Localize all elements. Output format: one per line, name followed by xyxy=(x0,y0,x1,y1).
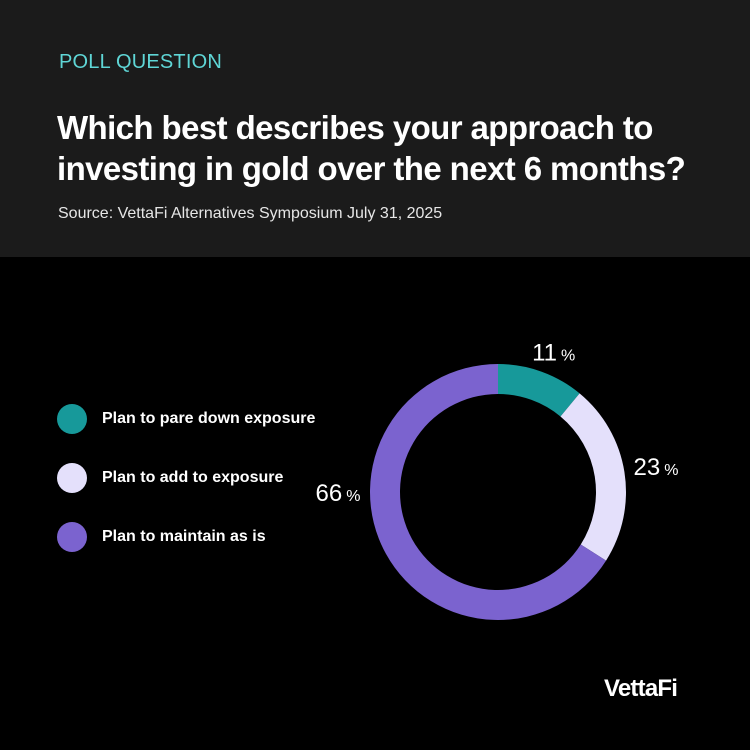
label-pare-down: 11% xyxy=(532,340,575,367)
chart-legend: Plan to pare down exposure Plan to add t… xyxy=(57,403,315,580)
page-title: Which best describes your approach to in… xyxy=(57,109,686,187)
donut-chart: 11 % 23 % 66% xyxy=(316,340,679,620)
legend-item-add: Plan to add to exposure xyxy=(57,462,315,494)
slice-add xyxy=(560,393,626,561)
header-panel: POLL QUESTION Which best describes your … xyxy=(0,0,750,257)
label-add: 23% xyxy=(634,454,679,481)
source-note: Source: VettaFi Alternatives Symposium J… xyxy=(58,205,443,222)
legend-item-maintain: Plan to maintain as is xyxy=(57,521,315,553)
legend-label: Plan to pare down exposure xyxy=(102,410,316,427)
legend-swatch xyxy=(57,463,87,493)
legend-swatch xyxy=(57,522,87,552)
legend-label: Plan to maintain as is xyxy=(102,528,266,545)
label-maintain: 66% xyxy=(316,480,361,507)
legend-label: Plan to add to exposure xyxy=(102,469,284,486)
legend-item-pare-down: Plan to pare down exposure xyxy=(57,403,315,435)
slice-pare-down xyxy=(498,364,580,417)
poll-kicker: POLL QUESTION xyxy=(59,51,223,73)
legend-swatch xyxy=(57,404,87,434)
vettafi-logo: VettaFi xyxy=(604,675,678,702)
